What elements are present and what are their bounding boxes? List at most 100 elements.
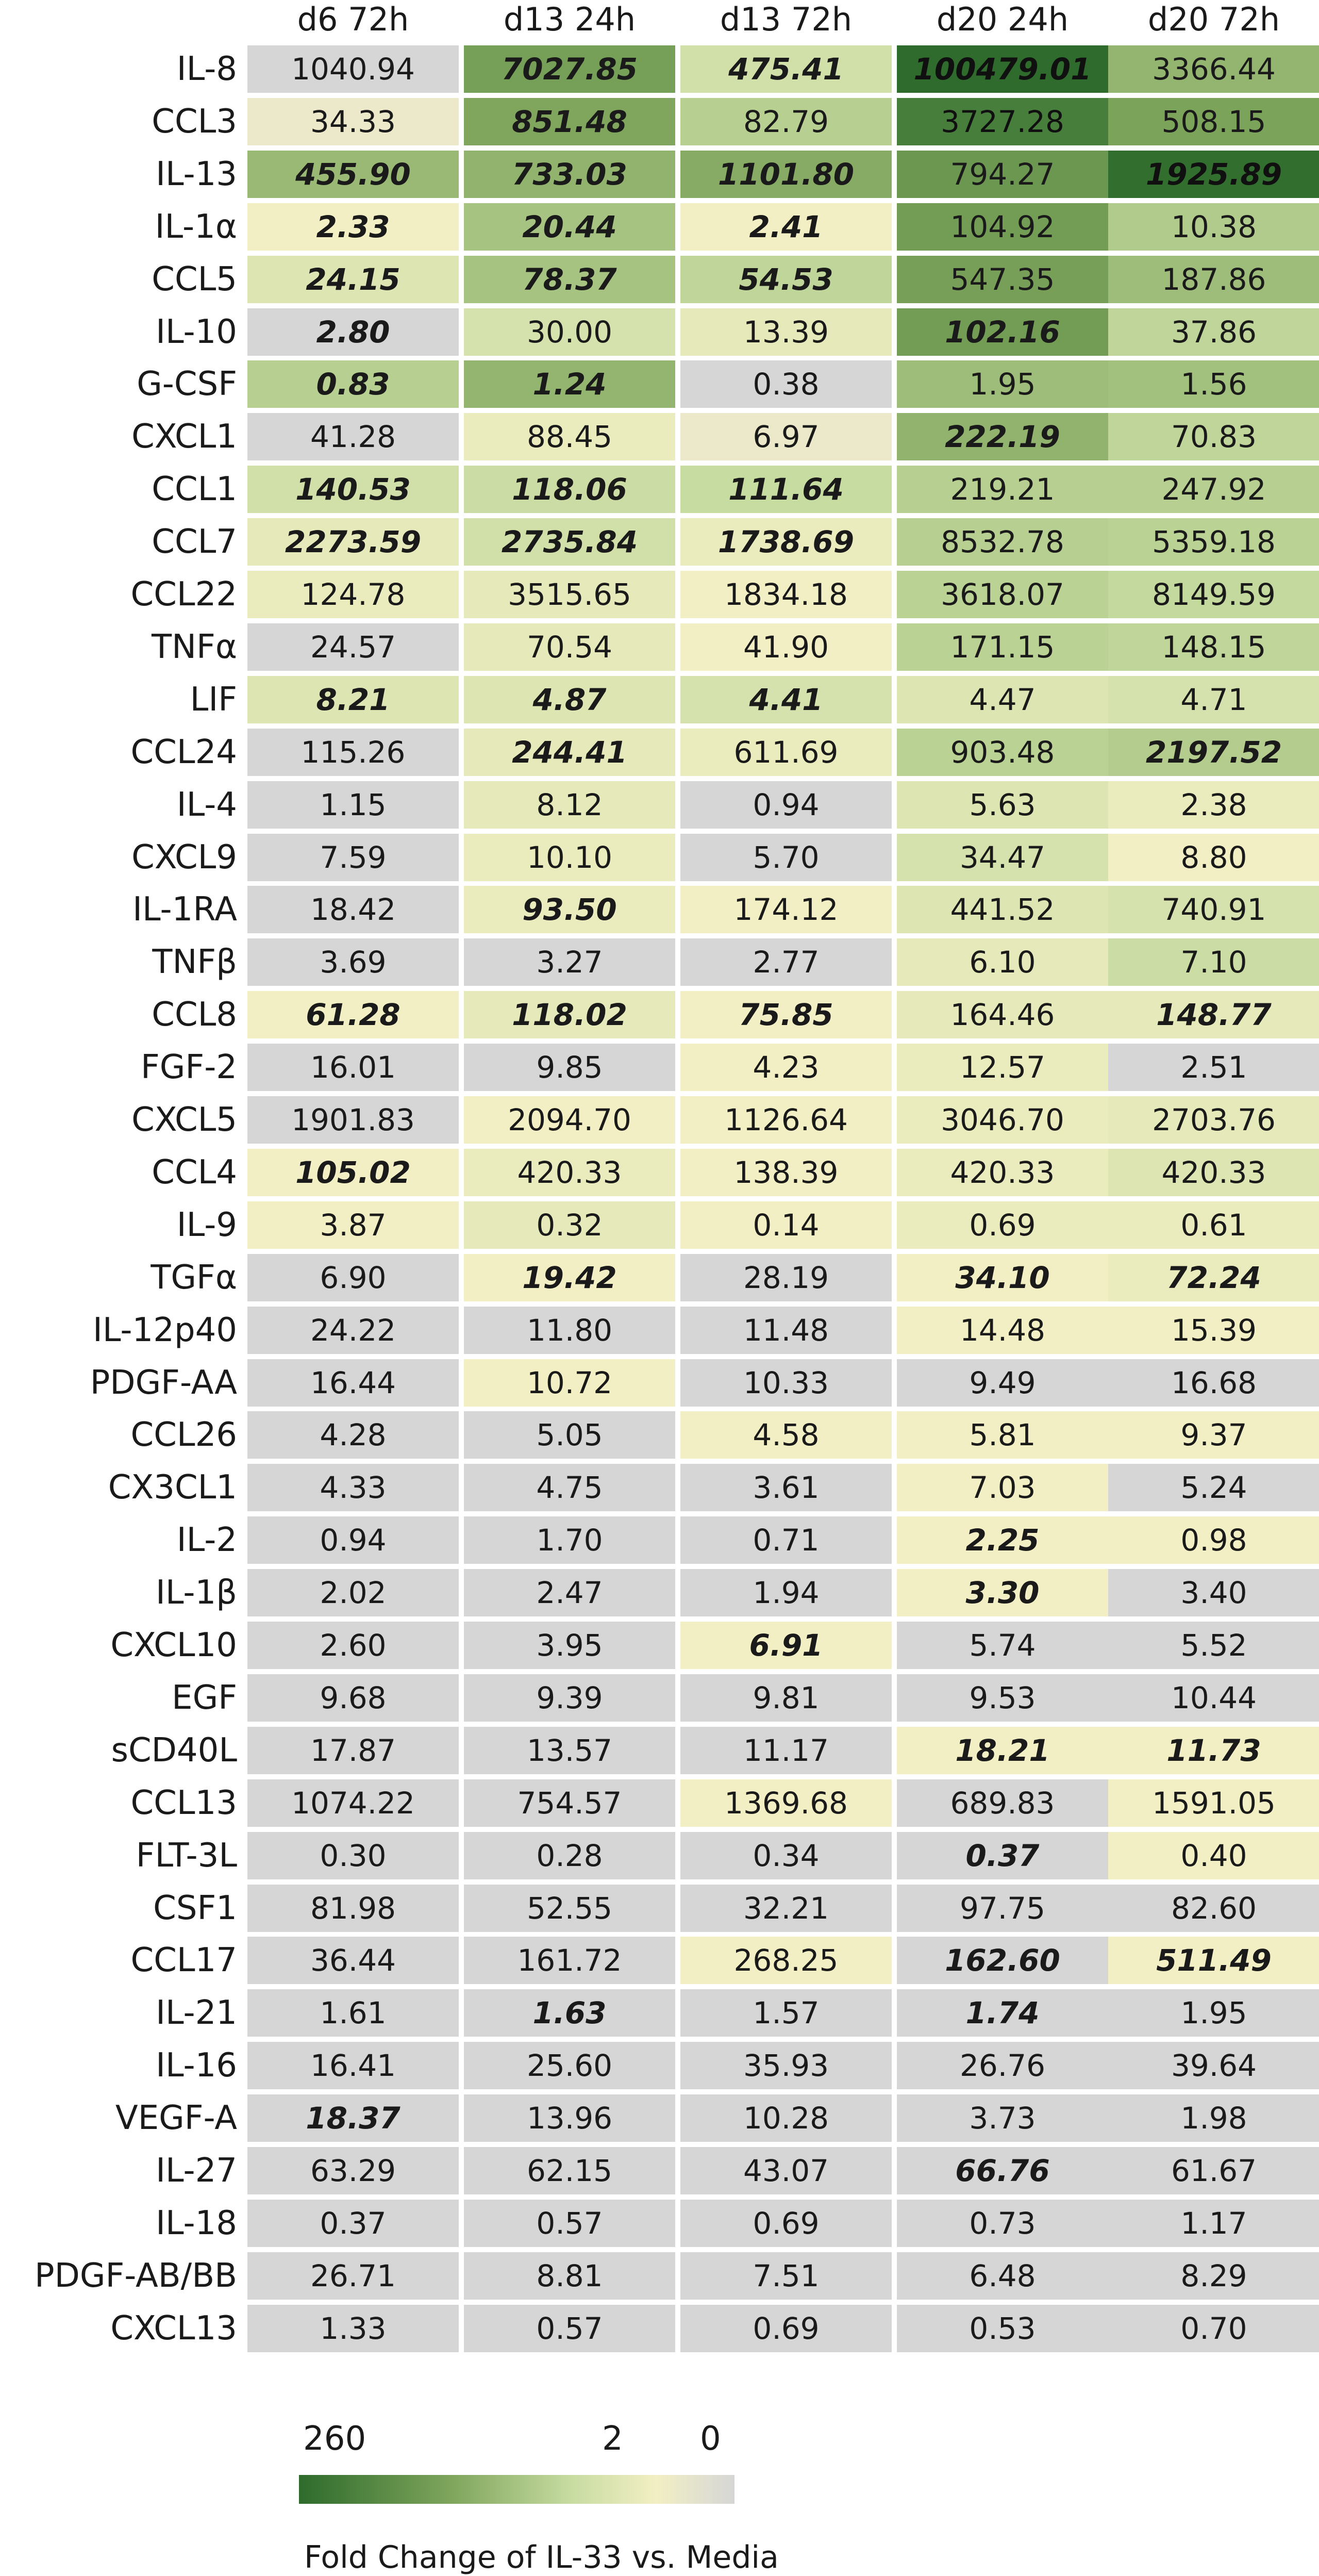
row-label: CCL7 (152, 523, 237, 562)
heatmap-cell: 7027.85 (464, 45, 675, 93)
heatmap-cell: 18.42 (247, 886, 459, 934)
heatmap-cell: 3.61 (680, 1464, 892, 1512)
heatmap-cell: 70.83 (1108, 413, 1319, 461)
heatmap-cell: 0.38 (680, 360, 892, 408)
heatmap-cell: 148.15 (1108, 623, 1319, 671)
heatmap-cell: 34.47 (897, 833, 1108, 881)
row-label: CXCL9 (131, 838, 237, 877)
heatmap-cell: 13.57 (464, 1726, 675, 1774)
heatmap-cell: 34.33 (247, 97, 459, 145)
heatmap-cell: 4.47 (897, 675, 1108, 723)
heatmap-cell: 0.32 (464, 1201, 675, 1249)
row-label: IL-9 (176, 1206, 237, 1244)
row-label: IL-8 (176, 50, 237, 88)
row-label: CCL17 (130, 1941, 237, 1980)
heatmap-cell: 11.73 (1108, 1726, 1319, 1774)
column-header: d13 72h (720, 1, 853, 38)
heatmap-cell: 508.15 (1108, 97, 1319, 145)
heatmap-cell: 66.76 (897, 2147, 1108, 2194)
heatmap-cell: 0.98 (1108, 1516, 1319, 1564)
heatmap-cell: 8.21 (247, 675, 459, 723)
heatmap-cell: 9.53 (897, 1674, 1108, 1722)
row-label: FLT-3L (136, 1836, 237, 1875)
heatmap-cell: 2094.70 (464, 1096, 675, 1144)
heatmap-cell: 9.49 (897, 1359, 1108, 1407)
heatmap-cell: 39.64 (1108, 2042, 1319, 2090)
heatmap-cell: 16.68 (1108, 1359, 1319, 1407)
heatmap-cell: 9.39 (464, 1674, 675, 1722)
heatmap-cell: 2.33 (247, 203, 459, 251)
heatmap-cell: 16.41 (247, 2042, 459, 2090)
heatmap-cell: 7.51 (680, 2252, 892, 2300)
heatmap-cell: 851.48 (464, 97, 675, 145)
heatmap-cell: 0.61 (1108, 1201, 1319, 1249)
heatmap-cell: 8.29 (1108, 2252, 1319, 2300)
heatmap-cell: 1.56 (1108, 360, 1319, 408)
heatmap-cell: 3.87 (247, 1201, 459, 1249)
heatmap-cell: 0.57 (464, 2304, 675, 2352)
heatmap-cell: 7.03 (897, 1464, 1108, 1512)
heatmap-cell: 26.71 (247, 2252, 459, 2300)
heatmap-cell: 244.41 (464, 728, 675, 776)
heatmap-cell: 2735.84 (464, 518, 675, 566)
row-label: CCL4 (152, 1153, 237, 1192)
heatmap-cell: 37.86 (1108, 308, 1319, 356)
heatmap-cell: 54.53 (680, 255, 892, 303)
row-label: LIF (190, 680, 237, 719)
heatmap-cell: 2.51 (1108, 1044, 1319, 1092)
heatmap-cell: 24.15 (247, 255, 459, 303)
heatmap-cell: 0.71 (680, 1516, 892, 1564)
row-label: CXCL1 (131, 418, 237, 456)
heatmap-cell: 5359.18 (1108, 518, 1319, 566)
row-label: IL-18 (156, 2204, 237, 2242)
row-label: IL-1RA (132, 890, 237, 929)
heatmap-cell: 455.90 (247, 150, 459, 198)
heatmap-cell: 1834.18 (680, 571, 892, 618)
row-label: IL-1β (155, 1574, 237, 1612)
heatmap-cell: 0.94 (680, 781, 892, 829)
heatmap-cell: 161.72 (464, 1937, 675, 1985)
heatmap-cell: 3.40 (1108, 1569, 1319, 1617)
heatmap-cell: 6.48 (897, 2252, 1108, 2300)
heatmap-cell: 0.69 (897, 1201, 1108, 1249)
heatmap-cell: 0.94 (247, 1516, 459, 1564)
heatmap-cell: 148.77 (1108, 991, 1319, 1039)
heatmap-cell: 420.33 (897, 1148, 1108, 1196)
heatmap-cell: 733.03 (464, 150, 675, 198)
heatmap-cell: 2197.52 (1108, 728, 1319, 776)
heatmap-cell: 30.00 (464, 308, 675, 356)
heatmap-cell: 0.69 (680, 2199, 892, 2247)
heatmap-cell: 118.02 (464, 991, 675, 1039)
heatmap-cell: 1.70 (464, 1516, 675, 1564)
heatmap-cell: 9.81 (680, 1674, 892, 1722)
heatmap-cell: 1.15 (247, 781, 459, 829)
heatmap-cell: 4.58 (680, 1411, 892, 1459)
heatmap-cell: 1040.94 (247, 45, 459, 93)
heatmap-cell: 2.25 (897, 1516, 1108, 1564)
heatmap-cell: 78.37 (464, 255, 675, 303)
heatmap-cell: 6.90 (247, 1253, 459, 1301)
heatmap-cell: 3.27 (464, 938, 675, 986)
heatmap-cell: 4.75 (464, 1464, 675, 1512)
row-label: FGF-2 (140, 1048, 237, 1087)
row-label: IL-1α (155, 207, 237, 246)
heatmap-cell: 0.40 (1108, 1831, 1319, 1879)
heatmap-cell: 3366.44 (1108, 45, 1319, 93)
row-label: CCL1 (152, 470, 237, 509)
heatmap-cell: 6.10 (897, 938, 1108, 986)
heatmap-cell: 0.70 (1108, 2304, 1319, 2352)
heatmap-cell: 2.47 (464, 1569, 675, 1617)
heatmap-cell: 0.34 (680, 1831, 892, 1879)
heatmap-cell: 268.25 (680, 1937, 892, 1985)
heatmap-cell: 511.49 (1108, 1937, 1319, 1985)
heatmap-cell: 1074.22 (247, 1779, 459, 1827)
heatmap-cell: 118.06 (464, 466, 675, 514)
heatmap-cell: 0.37 (247, 2199, 459, 2247)
heatmap-cell: 16.01 (247, 1044, 459, 1092)
heatmap-cell: 0.30 (247, 1831, 459, 1879)
heatmap-cell: 8.81 (464, 2252, 675, 2300)
heatmap-cell: 611.69 (680, 728, 892, 776)
heatmap-cell: 4.87 (464, 675, 675, 723)
heatmap-cell: 5.74 (897, 1622, 1108, 1669)
heatmap-cell: 5.52 (1108, 1622, 1319, 1669)
